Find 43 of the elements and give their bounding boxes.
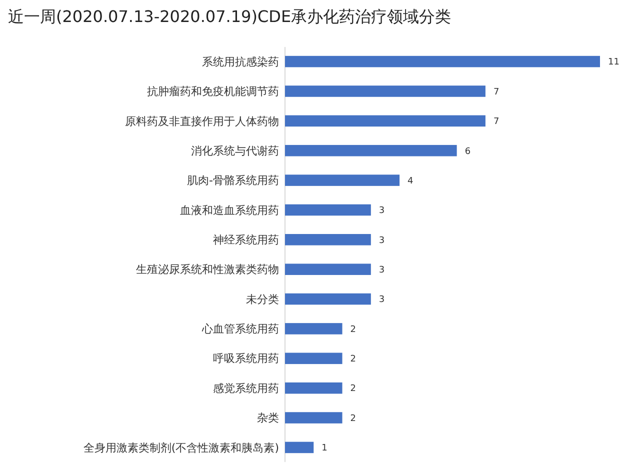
data-label: 6 [464,146,471,157]
bar [285,382,342,394]
y-tick-label: 血液和造血系统用药 [180,204,279,217]
data-label: 3 [378,236,385,246]
y-tick-label: 未分类 [246,292,279,306]
bar [285,412,342,424]
y-tick-label: 杂类 [257,412,279,425]
data-label: 7 [493,87,500,98]
bar [285,86,486,97]
chart-title: 近一周(2020.07.13-2020.07.19)CDE承办化药治疗领域分类 [8,7,452,26]
bar [285,323,342,334]
bar [285,352,342,364]
bar [285,204,371,216]
bar [285,293,371,305]
y-tick-label: 全身用激素类制剂(不含性激素和胰岛素) [83,441,279,454]
y-tick-label: 生殖泌尿系统和性激素类药物 [136,263,279,276]
y-tick-label: 感觉系统用药 [213,382,279,395]
data-label: 3 [378,206,385,216]
y-tick-label: 神经系统用药 [213,234,279,247]
y-tick-label: 肌肉-骨骼系统用药 [187,174,279,188]
bar [285,442,314,454]
data-label: 3 [378,265,385,276]
y-tick-label: 抗肿瘤药和免疫机能调节药 [147,85,279,98]
bar [285,264,371,275]
bar [285,234,371,246]
y-tick-label: 呼吸系统用药 [213,352,279,366]
bar [285,56,600,68]
data-label: 2 [350,324,356,335]
data-label: 4 [408,176,414,186]
bar [285,144,457,156]
y-tick-label: 消化系统与代谢药 [191,144,279,158]
data-label: 3 [378,295,385,306]
y-tick-label: 原料药及非直接作用于人体药物 [125,114,279,128]
data-label: 2 [350,384,356,394]
y-tick-label: 心血管系统用药 [201,322,279,336]
data-label: 2 [350,354,356,365]
data-label: 7 [493,117,500,128]
data-label: 1 [322,444,328,454]
data-label: 11 [608,58,620,68]
bar [285,174,400,186]
data-label: 2 [350,414,356,424]
bar [285,115,486,127]
y-tick-label: 系统用抗感染药 [202,55,279,68]
